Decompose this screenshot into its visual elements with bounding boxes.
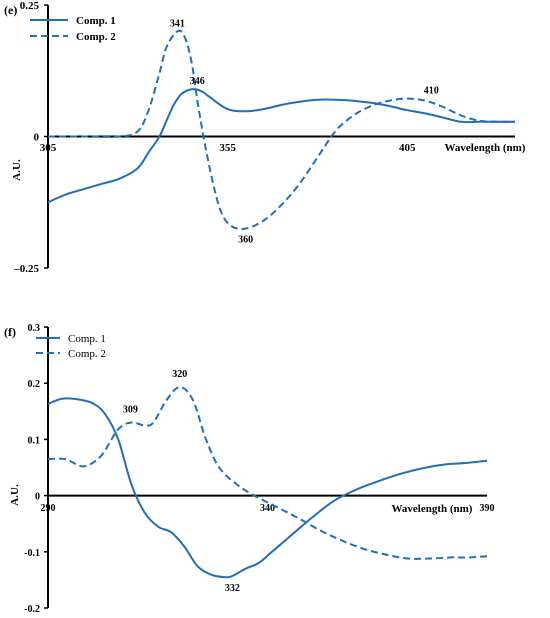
panel-e-x-tick-label: 355 [219,142,236,154]
panel-e-peak-label: 360 [238,235,253,246]
panel-f-y-tick-label: 0 [35,492,40,503]
panel-f-legend-label-2: Comp. 2 [68,348,106,360]
panel-f-legend-label-1: Comp. 1 [68,333,106,345]
panel-e-xlabel: Wavelength (nm) [445,142,526,154]
panel-e-peak-label: 410 [424,86,439,97]
panel-e-y-tick-label: 0 [34,132,40,144]
panel-f-xlabel: Wavelength (nm) [392,503,473,515]
panel-e-peak-label: 346 [190,76,205,87]
panel-e-x-tick-label: 305 [40,142,57,154]
panel-e-peak-label: 341 [170,18,185,29]
panel-e-series-2-line [48,29,516,230]
panel-f-peak-label: 309 [123,405,138,416]
panel-e-ylabel: A.U. [11,159,23,181]
panel-e-y-tick-label: 0.25 [20,0,40,12]
panel-e-series-1-line [47,88,515,204]
panel-e-legend-label-2: Comp. 2 [76,31,116,43]
panel-f-y-tick-label: 0.3 [28,323,41,334]
panel-e-y-tick-label: –0.25 [13,263,39,275]
panel-f-y-tick-label: 0.2 [28,379,41,390]
panel-f-y-tick-label: -0.1 [24,548,40,559]
panel-f-label: (f) [4,325,16,339]
panel-f-peak-label: 332 [225,583,240,594]
panel-e-x-tick-label: 405 [399,142,416,154]
panel-f: (f) A.U. Wavelength (nm) 0.3 0.2 0.1 0 -0.1 -… [4,323,495,615]
panel-f-series-1-line [47,397,488,579]
panel-f-x-tick-label: 290 [41,503,56,514]
panel-e: (e) A.U. Wavelength (nm) 0.25 0 –0.25 305 35… [4,0,526,275]
panel-f-x-tick-label: 340 [260,503,275,514]
panel-f-series-2-line [47,386,488,560]
panel-e-legend-label-1: Comp. 1 [76,15,116,27]
panel-f-y-tick-label: -0.2 [24,604,40,615]
panel-f-ylabel: A.U. [9,484,21,506]
panel-f-x-tick-label: 390 [480,503,495,514]
panel-e-label: (e) [4,3,17,17]
panel-f-y-tick-label: 0.1 [28,435,41,446]
panel-f-peak-label: 320 [172,369,187,380]
